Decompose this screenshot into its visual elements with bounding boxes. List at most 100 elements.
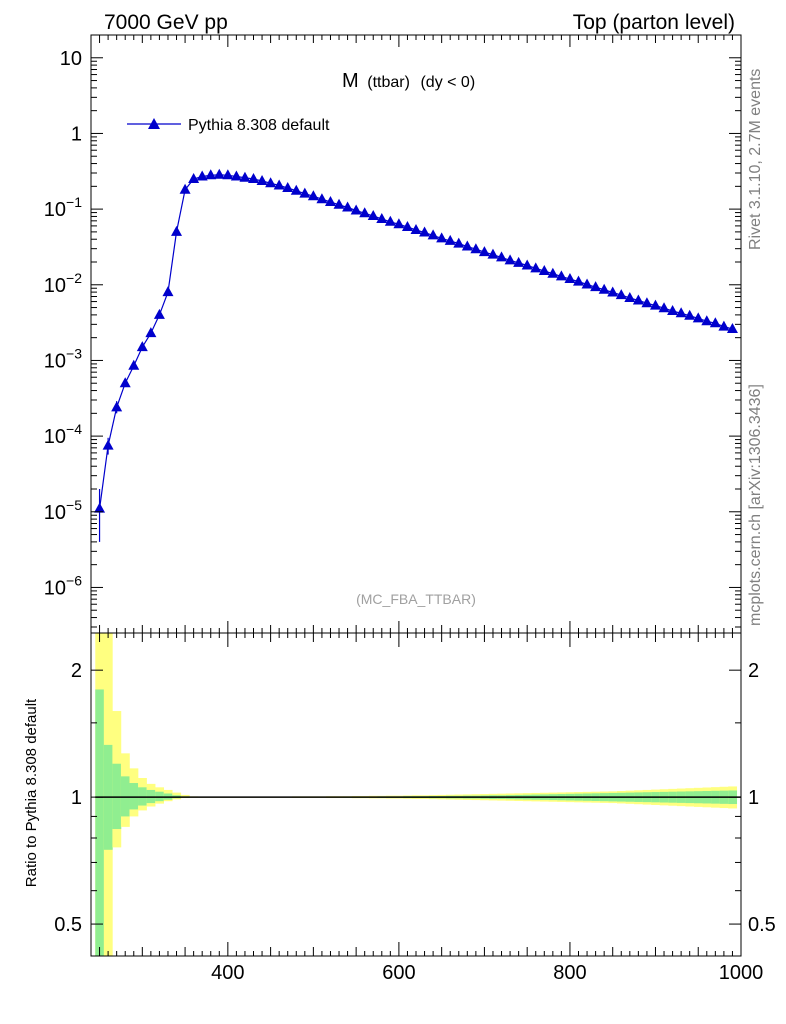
data-point (615, 289, 627, 300)
data-point (265, 177, 277, 188)
data-point (453, 237, 465, 248)
ratio-y-tick-label-right: 2 (748, 660, 759, 682)
data-point (350, 204, 362, 215)
data-point (384, 215, 396, 226)
data-point (684, 309, 696, 320)
y-tick-label: 10−6 (44, 572, 82, 599)
header-right: Top (parton level) (573, 11, 735, 34)
data-point (564, 273, 576, 284)
header-left: 7000 GeV pp (104, 11, 228, 34)
data-point (119, 377, 131, 388)
data-point (641, 297, 653, 308)
data-point (273, 179, 285, 190)
data-point (162, 286, 174, 297)
x-tick-label: 400 (211, 962, 244, 984)
data-point (487, 248, 499, 259)
data-point (632, 294, 644, 305)
series-pythia (94, 168, 738, 542)
data-point (709, 317, 721, 328)
data-point (316, 193, 328, 204)
y-tick-label: 10 (60, 48, 82, 70)
ratio-band-inner (112, 763, 122, 830)
data-point (179, 183, 191, 194)
data-point (205, 169, 217, 180)
data-point (299, 187, 311, 198)
data-point (213, 168, 225, 179)
data-point (496, 251, 508, 262)
data-point (171, 225, 183, 236)
plot-title-main: M (342, 70, 359, 92)
x-tick-label: 600 (382, 962, 415, 984)
data-point (282, 182, 294, 193)
data-point (367, 210, 379, 221)
ratio-y-tick-label-right: 0.5 (748, 914, 776, 936)
ratio-bands (95, 633, 741, 956)
data-point (598, 283, 610, 294)
ratio-y-tick-label-right: 1 (748, 787, 759, 809)
ratio-axes: 0.5 0.5 1 1 2 2 400 600 800 1000 (54, 632, 776, 984)
data-point (513, 256, 525, 267)
watermark: (MC_FBA_TTBAR) (356, 591, 476, 607)
data-point (136, 341, 148, 352)
data-point (581, 278, 593, 289)
data-point (248, 173, 259, 184)
data-point (410, 223, 422, 234)
data-point (333, 198, 345, 209)
data-point (701, 315, 713, 326)
data-point (188, 173, 200, 184)
data-point (128, 359, 140, 370)
side-label-lower: mcplots.cern.ch [arXiv:1306.3436] (747, 384, 764, 626)
data-point (419, 226, 431, 237)
data-point (111, 401, 123, 412)
ratio-ylabel: Ratio to Pythia 8.308 default (23, 698, 40, 887)
data-point (624, 291, 636, 302)
data-point (718, 320, 730, 331)
data-point (675, 307, 687, 318)
data-point (376, 213, 388, 224)
data-point (436, 232, 448, 243)
data-point (478, 246, 490, 257)
data-point (573, 275, 584, 286)
side-label-upper: Rivet 3.1.10, 2.7M events (747, 69, 764, 250)
data-point (555, 270, 567, 281)
ratio-band-inner (95, 689, 105, 956)
data-point (239, 171, 251, 182)
legend: Pythia 8.308 default (127, 117, 330, 134)
ratio-y-tick-label: 2 (71, 660, 82, 682)
ratio-band-inner (120, 776, 130, 817)
y-tick-label: 1 (71, 123, 82, 145)
data-point (590, 281, 602, 292)
legend-marker (148, 118, 160, 129)
ratio-y-tick-label: 1 (71, 787, 82, 809)
data-point (444, 234, 456, 245)
y-tick-label: 10−1 (44, 194, 82, 221)
data-point (222, 169, 234, 180)
data-point (196, 170, 208, 181)
data-point (530, 262, 542, 273)
data-point (607, 286, 619, 297)
data-point (145, 327, 157, 338)
data-point (307, 190, 319, 201)
data-point (94, 502, 106, 513)
data-point (521, 259, 533, 270)
data-point (393, 218, 405, 229)
data-point (692, 312, 704, 323)
data-point (230, 170, 242, 181)
data-point (538, 265, 550, 276)
data-point (461, 240, 473, 251)
data-point (649, 299, 661, 310)
data-point (658, 302, 670, 313)
data-point (342, 201, 354, 212)
y-tick-label: 10−3 (44, 345, 82, 372)
plot-title-cut: (dy < 0) (420, 74, 475, 91)
data-point (504, 254, 516, 265)
data-point (726, 323, 738, 334)
data-point (153, 308, 165, 319)
data-point (401, 221, 413, 232)
ratio-band-inner (129, 783, 139, 810)
ratio-y-tick-label: 0.5 (54, 914, 82, 936)
data-point (470, 243, 482, 254)
data-point (359, 207, 371, 218)
data-point (427, 229, 439, 240)
y-tick-label: 10−2 (44, 270, 82, 297)
